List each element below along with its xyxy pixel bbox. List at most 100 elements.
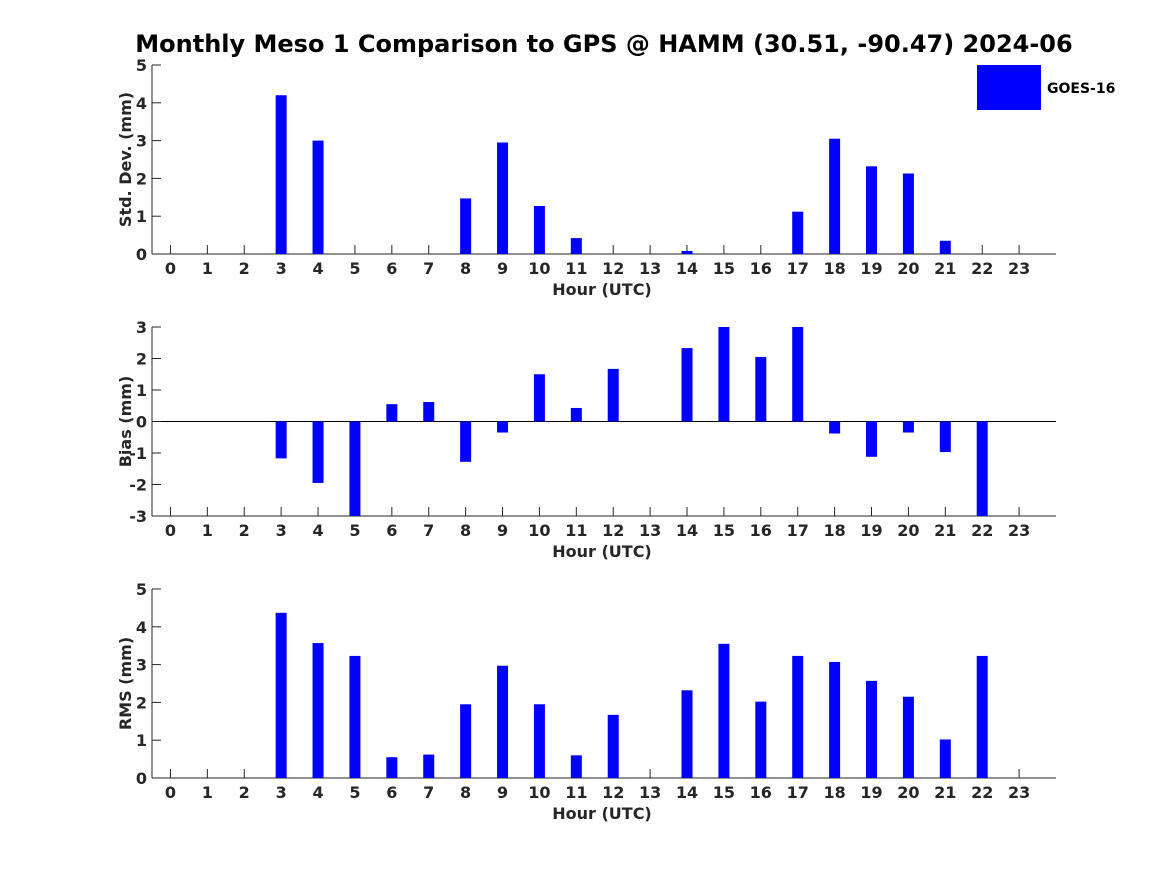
bias-x-tick-label: 15 xyxy=(713,521,735,540)
rms-bar-hour-15 xyxy=(718,643,730,778)
bias-bar-hour-9 xyxy=(497,421,509,433)
chart-title: Monthly Meso 1 Comparison to GPS @ HAMM … xyxy=(135,30,1072,58)
std-dev-bar-hour-3 xyxy=(275,95,287,255)
bias-bar-hour-6 xyxy=(386,404,398,422)
std-dev-x-tick-label: 15 xyxy=(713,259,735,278)
bias-bar-hour-20 xyxy=(902,421,914,433)
std-dev-x-tick-label: 12 xyxy=(602,259,624,278)
std-dev-x-tick-label: 20 xyxy=(897,259,919,278)
bias-bar-hour-11 xyxy=(570,407,582,422)
bias-x-tick-label: 11 xyxy=(565,521,587,540)
rms-x-tick-label: 3 xyxy=(276,783,287,802)
rms-y-axis-label: RMS (mm) xyxy=(116,637,135,730)
std-dev-bar-hour-14 xyxy=(681,250,693,254)
rms-bar-hour-4 xyxy=(312,643,324,778)
bias-x-tick-label: 1 xyxy=(202,521,213,540)
std-dev-x-tick-label: 17 xyxy=(787,259,809,278)
rms-x-tick-label: 1 xyxy=(202,783,213,802)
rms-x-tick-label: 2 xyxy=(239,783,250,802)
rms-x-tick-label: 10 xyxy=(528,783,550,802)
rms-bar-hour-7 xyxy=(423,754,435,778)
std-dev-y-tick-label: 3 xyxy=(136,132,147,151)
std-dev-bar-hour-17 xyxy=(792,211,804,254)
std-dev-x-tick-label: 3 xyxy=(276,259,287,278)
rms-bar-hour-5 xyxy=(349,655,361,778)
bias-x-tick-label: 12 xyxy=(602,521,624,540)
bias-x-tick-label: 5 xyxy=(349,521,360,540)
rms-x-axis-label: Hour (UTC) xyxy=(552,804,652,823)
rms-x-tick-label: 16 xyxy=(750,783,772,802)
bias-bar-hour-12 xyxy=(607,368,619,422)
std-dev-x-tick-label: 8 xyxy=(460,259,471,278)
rms-bar-hour-3 xyxy=(275,612,287,778)
std-dev-bar-hour-19 xyxy=(866,166,878,254)
std-dev-x-tick-label: 19 xyxy=(860,259,882,278)
bias-bar-hour-17 xyxy=(792,327,804,422)
bias-bar-hour-14 xyxy=(681,348,693,422)
rms-bar-hour-17 xyxy=(792,655,804,778)
bias-bar-hour-21 xyxy=(939,421,951,453)
rms-x-tick-label: 6 xyxy=(386,783,397,802)
bias-x-tick-label: 18 xyxy=(823,521,845,540)
std-dev-y-tick-label: 5 xyxy=(136,56,147,75)
rms-bar-hour-16 xyxy=(755,701,767,778)
rms-x-tick-label: 7 xyxy=(423,783,434,802)
bias-x-tick-label: 8 xyxy=(460,521,471,540)
rms-x-tick-label: 21 xyxy=(934,783,956,802)
bias-bar-hour-7 xyxy=(423,401,435,422)
std-dev-x-tick-label: 1 xyxy=(202,259,213,278)
rms-bar-hour-19 xyxy=(866,680,878,778)
rms-x-tick-label: 19 xyxy=(860,783,882,802)
bias-x-tick-label: 3 xyxy=(276,521,287,540)
std-dev-bar-hour-11 xyxy=(570,238,582,254)
rms-y-tick-label: 2 xyxy=(136,693,147,712)
bias-x-tick-label: 23 xyxy=(1008,521,1030,540)
rms-bar-hour-11 xyxy=(570,755,582,778)
rms-bar-hour-9 xyxy=(497,665,509,778)
legend-swatch xyxy=(977,65,1041,110)
std-dev-x-tick-label: 6 xyxy=(386,259,397,278)
std-dev-x-tick-label: 7 xyxy=(423,259,434,278)
bias-bar-hour-22 xyxy=(976,421,988,516)
rms-bar-hour-22 xyxy=(976,655,988,778)
bias-x-tick-label: 13 xyxy=(639,521,661,540)
bias-bar-hour-16 xyxy=(755,356,767,422)
rms-bar-hour-12 xyxy=(607,714,619,778)
std-dev-y-tick-label: 2 xyxy=(136,169,147,188)
rms-y-tick-label: 1 xyxy=(136,731,147,750)
bias-x-tick-label: 9 xyxy=(497,521,508,540)
bias-bar-hour-18 xyxy=(829,421,841,434)
bias-y-axis-label: Bias (mm) xyxy=(116,376,135,468)
std-dev-x-tick-label: 9 xyxy=(497,259,508,278)
rms-y-tick-label: 4 xyxy=(136,618,147,637)
rms-x-tick-label: 17 xyxy=(787,783,809,802)
legend-label: GOES-16 xyxy=(1047,81,1115,97)
rms-bar-hour-18 xyxy=(829,661,841,778)
bias-bar-hour-15 xyxy=(718,327,730,422)
bias-x-tick-label: 17 xyxy=(787,521,809,540)
std-dev-x-tick-label: 13 xyxy=(639,259,661,278)
bias-y-tick-label: 3 xyxy=(136,318,147,337)
std-dev-x-tick-label: 18 xyxy=(823,259,845,278)
std-dev-x-tick-label: 22 xyxy=(971,259,993,278)
legend: GOES-16 xyxy=(977,65,1115,110)
std-dev-bar-hour-8 xyxy=(460,198,472,254)
std-dev-x-tick-label: 14 xyxy=(676,259,698,278)
std-dev-bar-hour-18 xyxy=(829,138,841,254)
bias-y-tick-label: 0 xyxy=(136,413,147,432)
bias-bar-hour-10 xyxy=(533,374,545,422)
std-dev-x-tick-label: 16 xyxy=(750,259,772,278)
std-dev-x-tick-label: 5 xyxy=(349,259,360,278)
std-dev-x-tick-label: 4 xyxy=(312,259,323,278)
std-dev-x-tick-label: 2 xyxy=(239,259,250,278)
rms-bar-hour-10 xyxy=(533,704,545,778)
bias-y-tick-label: -2 xyxy=(129,476,147,495)
rms-x-tick-label: 11 xyxy=(565,783,587,802)
bias-y-tick-label: 1 xyxy=(136,381,147,400)
bias-bar-hour-4 xyxy=(312,421,324,483)
bias-x-tick-label: 16 xyxy=(750,521,772,540)
